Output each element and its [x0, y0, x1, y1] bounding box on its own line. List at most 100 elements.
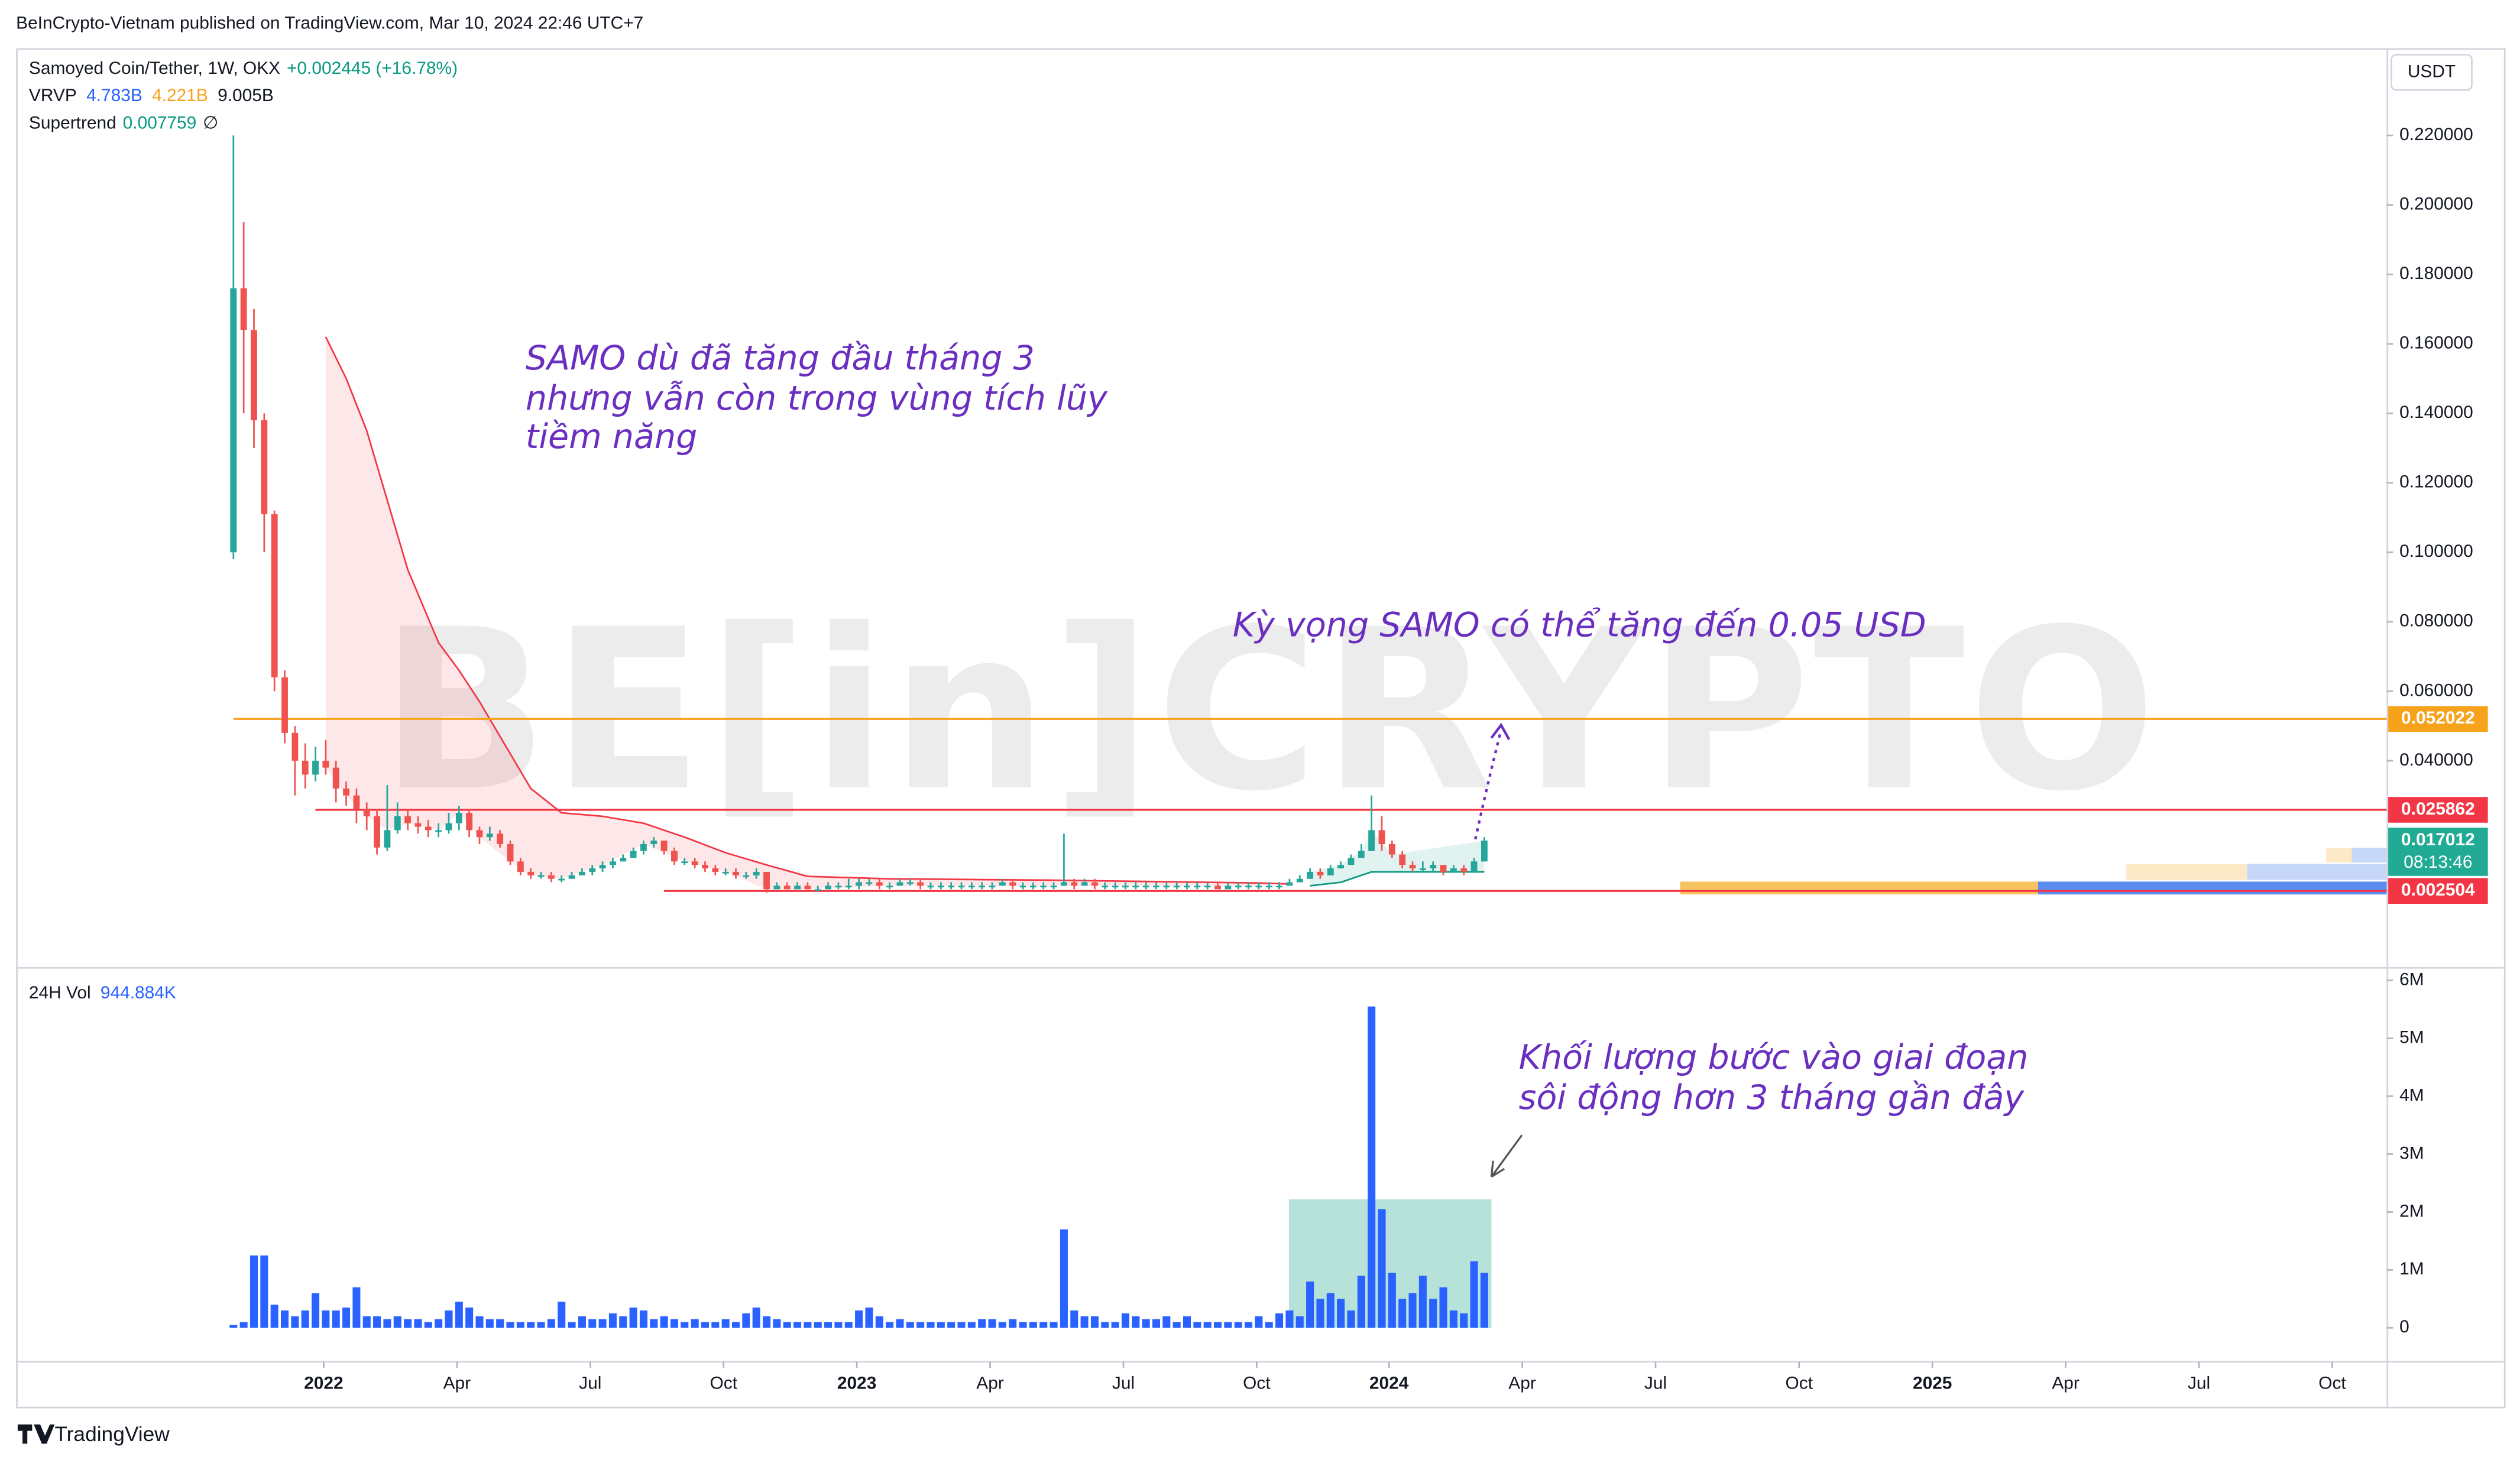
candle-body [660, 841, 668, 851]
price-tag-label: 0.052022 [2401, 708, 2475, 728]
candle-body [1071, 882, 1078, 886]
candle-body [302, 760, 309, 775]
volume-bar [1295, 1316, 1304, 1328]
volume-bar [1255, 1316, 1263, 1328]
volume-bar [1039, 1322, 1048, 1328]
supertrend-line [1310, 871, 1485, 887]
y-tick-label: 0.200000 [2399, 194, 2473, 214]
candle-body [1091, 882, 1098, 886]
candle-body [989, 885, 996, 888]
candle-body [435, 830, 442, 832]
volume-bar [1019, 1322, 1027, 1328]
volume-bar [619, 1316, 627, 1328]
y-tick-label: 0 [2399, 1317, 2409, 1337]
volume-bar [1418, 1276, 1427, 1328]
volume-bar [731, 1322, 740, 1328]
volume-bar [537, 1322, 545, 1328]
candle-body [455, 813, 462, 823]
target-arrowhead [1490, 722, 1511, 741]
x-tick-label: Jul [2188, 1374, 2210, 1393]
y-tick-label: 0.140000 [2399, 403, 2473, 422]
candle-body [1040, 885, 1047, 888]
vrvp-down [2126, 864, 2247, 880]
volume-bar [927, 1322, 935, 1328]
volume-last: 944.884K [101, 983, 176, 1003]
vrvp-down: 4.221B [152, 86, 208, 105]
price-tag-label: 0.025862 [2401, 799, 2475, 819]
candle-body [353, 795, 360, 810]
x-tick-label: Apr [2052, 1374, 2080, 1393]
volume-bar [1224, 1322, 1232, 1328]
candle-body [281, 677, 288, 733]
candle-body [640, 844, 647, 851]
candle-body [578, 871, 585, 875]
candle-body [1019, 885, 1026, 888]
volume-bar [598, 1319, 607, 1328]
vrvp-up [2038, 881, 2387, 895]
candle-body [1399, 854, 1406, 865]
candle-body [343, 788, 349, 796]
volume-bar [322, 1310, 330, 1328]
candle-body [1060, 882, 1067, 886]
candle-body [445, 823, 452, 831]
candle-body [1450, 868, 1457, 872]
volume-bar [1470, 1261, 1478, 1328]
candle-body [958, 885, 965, 888]
volume-bar [1060, 1229, 1068, 1328]
candle-body [1255, 885, 1262, 888]
volume-bar [855, 1310, 863, 1328]
volume-bar [383, 1319, 391, 1328]
x-tick-label: Oct [2318, 1374, 2346, 1393]
candle-body [691, 861, 698, 865]
candle-body [527, 871, 535, 875]
volume-bar [1193, 1322, 1201, 1328]
annotation: tiềm năng [526, 417, 698, 456]
y-tick-label: 0.180000 [2399, 264, 2473, 283]
candle-body [1430, 865, 1437, 869]
volume-bar [742, 1313, 750, 1328]
candle-body [1460, 868, 1468, 872]
volume-bar [568, 1322, 576, 1328]
candle-body [702, 865, 708, 869]
volume-bar [1172, 1322, 1181, 1328]
volume-bar [1132, 1316, 1140, 1328]
x-tick-label: Oct [1243, 1374, 1271, 1393]
volume-bar [424, 1322, 432, 1328]
x-tick-label: Apr [443, 1374, 471, 1393]
volume-bar [393, 1316, 401, 1328]
volume-bar [957, 1322, 966, 1328]
candle-body [917, 882, 924, 886]
plot: 0.220000 0.200000 0.180000 0.160000 0.140000… [229, 125, 2473, 1393]
candle-body [1050, 885, 1057, 888]
x-tick-label: Jul [579, 1374, 601, 1393]
volume-bar [588, 1319, 597, 1328]
change: +0.002445 (+16.78%) [287, 59, 458, 78]
candle-body [291, 732, 299, 761]
candle-body [374, 816, 381, 848]
volume-bar [1378, 1209, 1386, 1328]
volume-bar [844, 1322, 853, 1328]
volume-bar [435, 1319, 443, 1328]
candle-body [261, 420, 268, 514]
volume-bar [239, 1322, 248, 1328]
candle-body [1348, 858, 1355, 865]
volume-bar [1050, 1322, 1058, 1328]
volume-bar [947, 1322, 955, 1328]
volume-bar [1214, 1322, 1222, 1328]
candle-body [1102, 885, 1109, 888]
price-tag [2388, 797, 2488, 823]
candle-body [753, 871, 760, 875]
currency-box[interactable] [2391, 54, 2473, 91]
candle-body [866, 882, 873, 884]
volume-bar [978, 1319, 986, 1328]
volume-bar [711, 1322, 720, 1328]
volume-bar [650, 1319, 658, 1328]
candle-body [968, 885, 975, 888]
x-tick-label: 2022 [304, 1374, 343, 1393]
candle-body [1327, 868, 1334, 875]
candle-body [620, 858, 627, 862]
countdown: 08:13:46 [2404, 852, 2472, 872]
volume-bar [896, 1319, 904, 1328]
annotation: nhưng vẫn còn trong vùng tích lũy [526, 379, 1108, 418]
